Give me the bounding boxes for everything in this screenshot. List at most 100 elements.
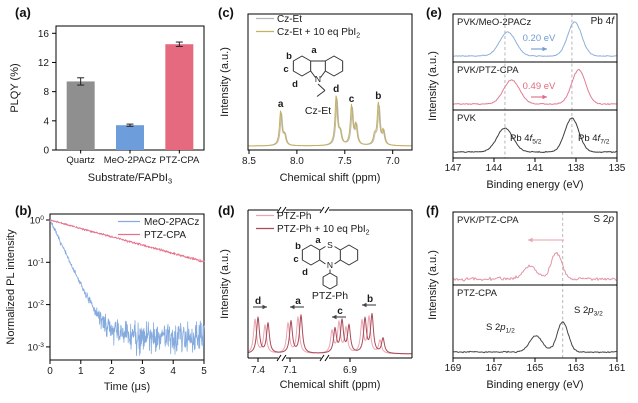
panel-a-tag: (a) (15, 5, 31, 20)
svg-text:169: 169 (445, 363, 462, 374)
svg-text:8: 8 (43, 87, 49, 98)
svg-text:Binding energy (eV): Binding energy (eV) (486, 379, 583, 391)
svg-text:7.4: 7.4 (251, 365, 265, 376)
svg-text:Cz-Et + 10 eq PbI2: Cz-Et + 10 eq PbI2 (277, 27, 360, 39)
svg-text:a: a (315, 235, 321, 246)
svg-text:b: b (295, 241, 301, 252)
svg-text:Binding energy (eV): Binding energy (eV) (486, 179, 583, 191)
svg-text:0: 0 (47, 366, 53, 377)
svg-text:Cz-Et: Cz-Et (305, 105, 331, 117)
svg-text:PVK/MeO-2PACz: PVK/MeO-2PACz (457, 17, 532, 28)
svg-text:144: 144 (486, 163, 503, 174)
svg-text:d: d (255, 296, 261, 307)
svg-text:c: c (337, 306, 343, 317)
svg-text:4: 4 (170, 366, 176, 377)
svg-text:S 2p1/2: S 2p1/2 (486, 322, 515, 334)
svg-text:167: 167 (486, 363, 503, 374)
svg-text:c: c (283, 64, 288, 75)
svg-text:c: c (349, 94, 355, 105)
svg-text:PTZ-Ph: PTZ-Ph (277, 211, 311, 222)
svg-text:8.5: 8.5 (242, 156, 256, 167)
svg-text:PTZ-CPA: PTZ-CPA (159, 155, 200, 166)
svg-text:0.49 eV: 0.49 eV (523, 81, 556, 92)
svg-text:141: 141 (527, 163, 544, 174)
svg-text:Pb 4f5/2: Pb 4f5/2 (510, 133, 542, 145)
svg-text:161: 161 (609, 363, 626, 374)
svg-text:Intensity (a.u.): Intensity (a.u.) (219, 47, 231, 117)
svg-text:PTZ-CPA: PTZ-CPA (144, 230, 186, 241)
svg-text:c: c (293, 254, 298, 265)
svg-text:N: N (315, 74, 321, 84)
svg-text:S: S (327, 240, 333, 250)
svg-text:6.9: 6.9 (343, 365, 357, 376)
svg-text:165: 165 (527, 363, 544, 374)
svg-text:PVK/PTZ-CPA: PVK/PTZ-CPA (457, 215, 519, 226)
panel-b-tag: (b) (15, 203, 32, 218)
svg-text:135: 135 (609, 163, 626, 174)
svg-text:8.0: 8.0 (290, 156, 304, 167)
xps-pb4f-chart: PVK/MeO-2PACz 0.20 eV PVK/PTZ-CPA 0.49 eV PV… (427, 13, 626, 191)
svg-text:3: 3 (140, 366, 146, 377)
svg-text:138: 138 (568, 163, 585, 174)
svg-text:Pb 4f: Pb 4f (591, 16, 616, 27)
plqy-bar-chart: 0 4 8 12 16 Quartz MeO-2PACz PTZ-CPA Substrate/F… (9, 25, 205, 185)
panel-d-tag: (d) (218, 203, 235, 218)
svg-text:a: a (278, 99, 284, 110)
svg-text:S 2p3/2: S 2p3/2 (574, 305, 603, 317)
svg-text:7.1: 7.1 (283, 365, 297, 376)
svg-text:5: 5 (201, 366, 207, 377)
svg-text:PVK: PVK (457, 113, 477, 124)
svg-text:PLQY (%): PLQY (%) (9, 63, 21, 112)
svg-text:Time (μs): Time (μs) (104, 381, 150, 393)
svg-text:PVK/PTZ-CPA: PVK/PTZ-CPA (457, 65, 519, 76)
svg-text:Intensity (a.u.): Intensity (a.u.) (219, 249, 231, 319)
svg-text:10-1: 10-1 (28, 257, 45, 268)
svg-text:MeO-2PACz: MeO-2PACz (104, 155, 157, 166)
pl-decay-chart: 100 10-1 10-2 10-3 0 1 2 3 4 5 MeO-2PACz PTZ-CPA Tim… (5, 213, 207, 393)
svg-text:Normalized PL intensity: Normalized PL intensity (5, 229, 17, 345)
svg-text:a: a (295, 296, 301, 307)
svg-text:S 2p: S 2p (593, 214, 614, 225)
svg-text:d: d (333, 84, 339, 95)
panel-c-tag: (c) (218, 5, 234, 20)
svg-text:b: b (367, 294, 373, 305)
svg-text:PTZ-CPA: PTZ-CPA (457, 288, 498, 299)
svg-text:10-2: 10-2 (28, 300, 45, 311)
svg-text:100: 100 (30, 215, 45, 226)
svg-text:PTZ-Ph + 10 eq PbI2: PTZ-Ph + 10 eq PbI2 (277, 224, 370, 236)
svg-text:Intensity (a.u.): Intensity (a.u.) (427, 51, 439, 121)
svg-text:b: b (286, 51, 292, 62)
svg-text:2: 2 (109, 366, 115, 377)
svg-text:4: 4 (43, 116, 49, 127)
panel-f-tag: (f) (426, 203, 439, 218)
svg-text:163: 163 (568, 363, 585, 374)
svg-text:Cz-Et: Cz-Et (277, 14, 302, 25)
svg-text:d: d (292, 79, 298, 90)
svg-text:7.0: 7.0 (386, 156, 400, 167)
svg-text:16: 16 (38, 29, 50, 40)
svg-text:0: 0 (43, 146, 49, 157)
svg-text:12: 12 (38, 58, 50, 69)
svg-text:Chemical shift (ppm): Chemical shift (ppm) (280, 379, 381, 391)
panel-e-tag: (e) (426, 5, 442, 20)
svg-text:0.20 eV: 0.20 eV (523, 33, 556, 44)
xps-s2p-chart: PVK/PTZ-CPA PTZ-CPA S 2p1/2 S 2p3/2 S 2p 169 1… (427, 211, 626, 391)
svg-text:Intensity (a.u.): Intensity (a.u.) (427, 250, 439, 320)
svg-text:b: b (375, 91, 381, 102)
svg-text:Quartz: Quartz (66, 155, 95, 166)
svg-text:a: a (311, 45, 317, 56)
svg-text:MeO-2PACz: MeO-2PACz (144, 217, 199, 228)
svg-text:1: 1 (78, 366, 84, 377)
svg-text:PTZ-Ph: PTZ-Ph (312, 290, 348, 302)
svg-text:7.5: 7.5 (338, 156, 352, 167)
svg-text:Chemical shift (ppm): Chemical shift (ppm) (280, 172, 381, 184)
svg-text:N: N (327, 260, 333, 270)
svg-text:Substrate/FAPbI3: Substrate/FAPbI3 (88, 172, 172, 185)
svg-text:Pb 4f7/2: Pb 4f7/2 (578, 133, 610, 145)
svg-text:d: d (302, 267, 308, 278)
svg-text:147: 147 (445, 163, 462, 174)
svg-text:10-3: 10-3 (28, 342, 45, 353)
